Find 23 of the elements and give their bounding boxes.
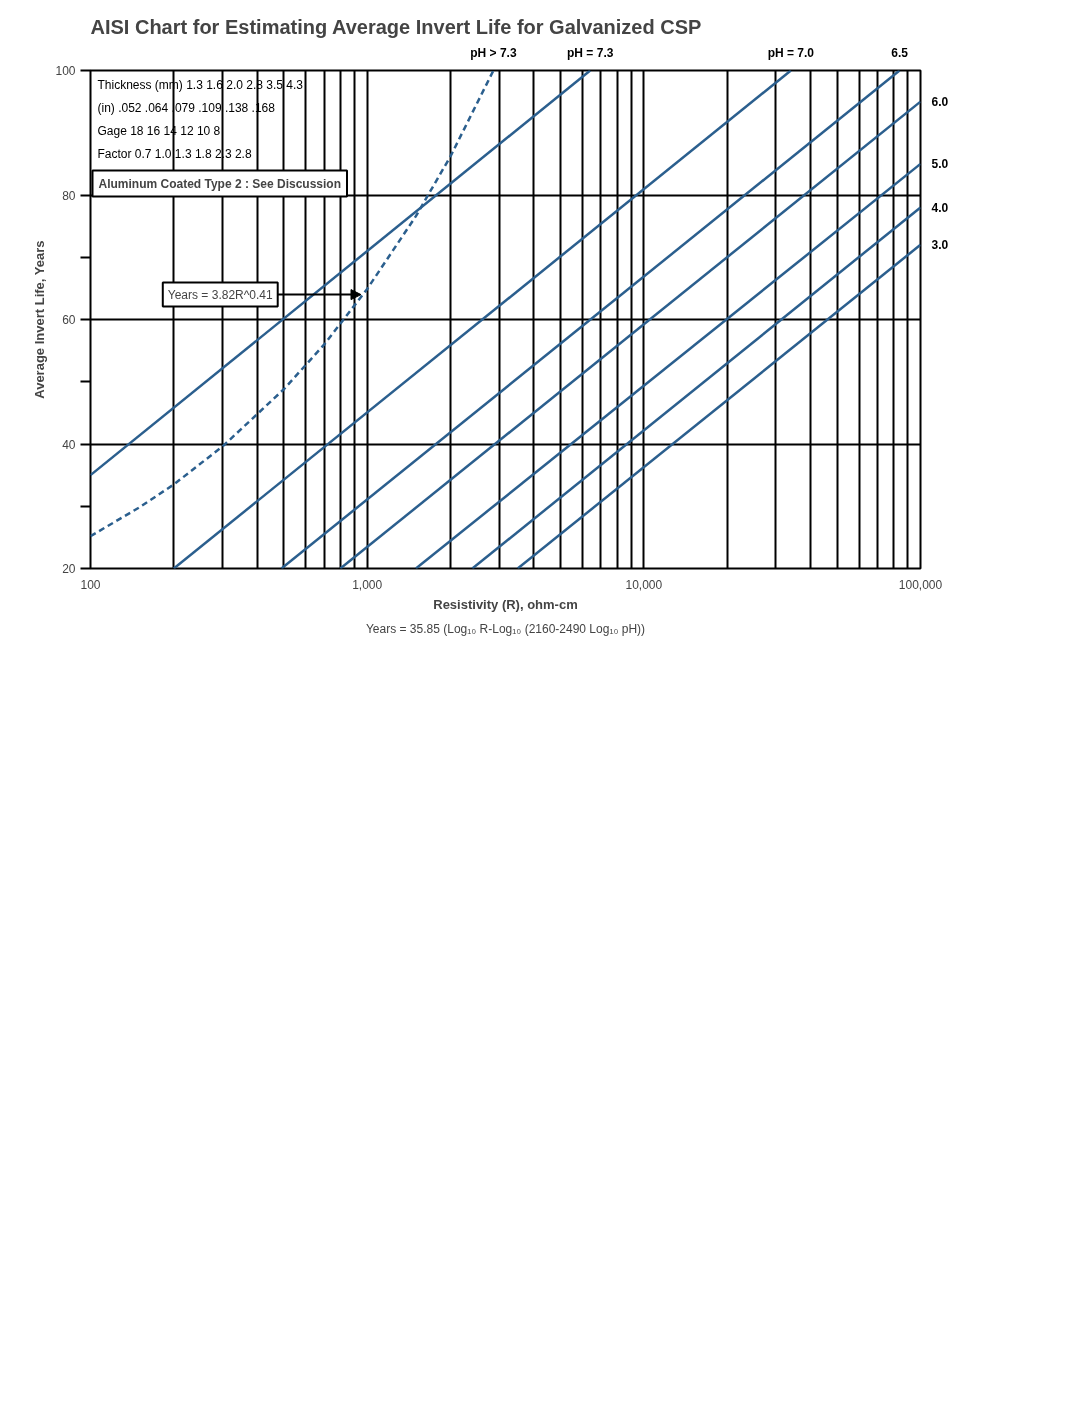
series-label: pH = 7.3 xyxy=(567,45,614,60)
y-tick-label: 60 xyxy=(62,313,76,327)
series-label: 6.5 xyxy=(891,45,909,60)
y-tick-label: 40 xyxy=(62,437,76,452)
y-axis-title: Average Invert Life, Years xyxy=(32,240,48,399)
series-label: pH = 7.0 xyxy=(767,45,815,60)
annotation: Aluminum Coated Type 2 : See Discussion xyxy=(98,176,341,191)
x-tick-label: 100 xyxy=(80,577,101,592)
series-label: 3.0 xyxy=(931,238,949,253)
series-label: pH > 7.3 xyxy=(470,45,517,60)
y-tick-label: 100 xyxy=(55,64,76,78)
series-label: 5.0 xyxy=(931,157,949,172)
chart-title: AISI Chart for Estimating Average Invert Life for Galvanized CSP xyxy=(90,15,702,38)
x-tick-label: 10,000 xyxy=(625,577,663,592)
x-tick-label: 1,000 xyxy=(352,577,383,592)
x-axis-title: Resistivity (R), ohm-cm xyxy=(433,596,578,612)
x-tick-label: 100,000 xyxy=(898,577,943,592)
series-label: 6.0 xyxy=(931,95,949,110)
y-tick-label: 80 xyxy=(62,188,76,203)
series-label: 4.0 xyxy=(931,200,949,215)
y-tick-label: 20 xyxy=(62,562,76,576)
text: Years = 35.85 (Log₁₀ R-Log₁₀ (2160-2490 Log₁₀ pH)) xyxy=(365,621,646,636)
annotation: Years = 3.82R^0.41 xyxy=(167,287,274,302)
